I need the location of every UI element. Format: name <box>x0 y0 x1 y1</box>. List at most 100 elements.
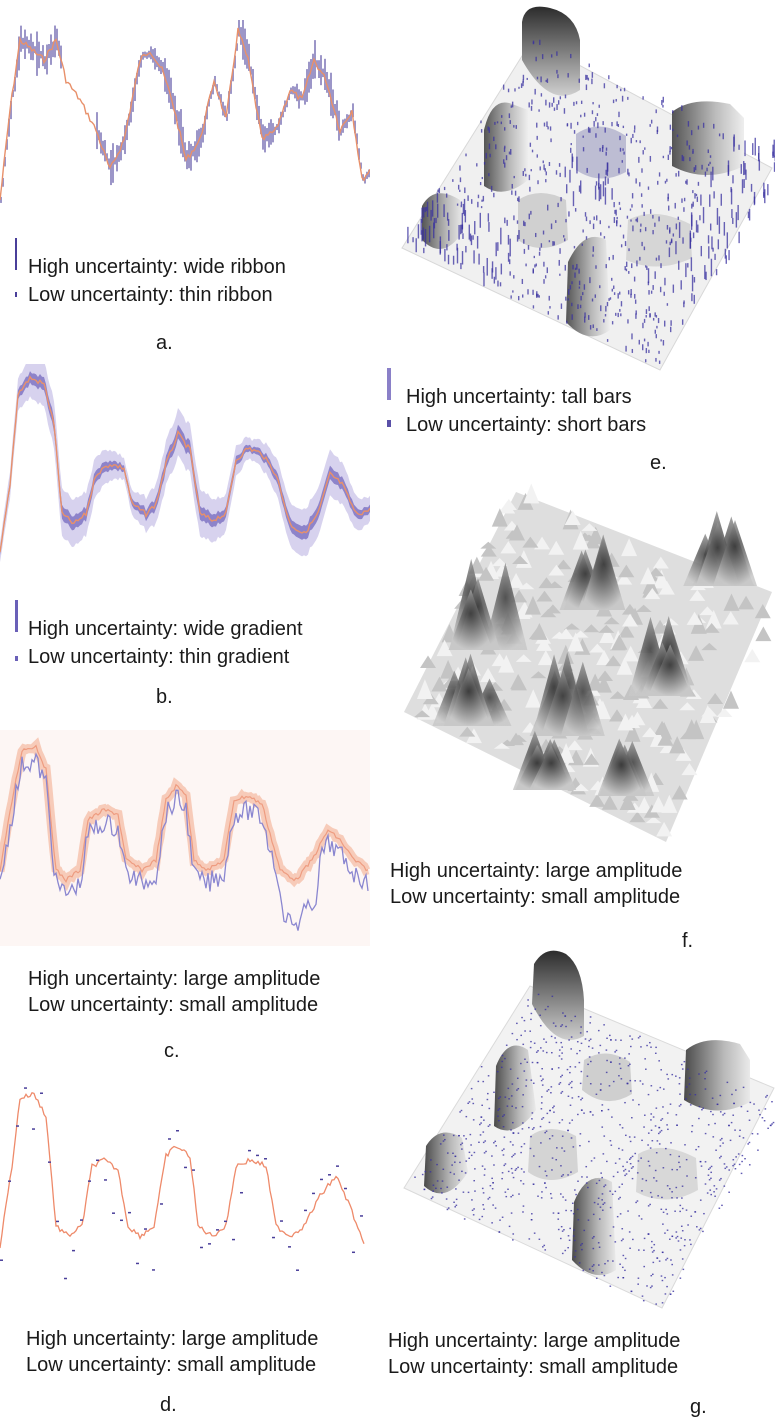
uncertainty-dot <box>541 1096 543 1098</box>
uncertainty-bar <box>616 216 618 220</box>
uncertainty-bar <box>645 315 647 318</box>
uncertainty-dot <box>669 1238 671 1240</box>
uncertainty-bar <box>741 179 744 194</box>
uncertainty-bar <box>630 289 632 296</box>
noise-spike <box>522 536 539 548</box>
uncertainty-bar <box>718 216 721 234</box>
ribbon-segment <box>284 100 286 112</box>
uncertainty-dot <box>482 1080 485 1083</box>
uncertainty-dot <box>605 1071 608 1074</box>
uncertainty-dot <box>735 1089 737 1091</box>
uncertainty-dot <box>723 1163 726 1165</box>
panel-g-blocks <box>424 950 750 1276</box>
uncertainty-dot <box>675 1231 678 1233</box>
uncertainty-dot <box>718 1207 721 1209</box>
uncertainty-bar <box>555 170 558 175</box>
uncertainty-dot <box>484 1140 487 1142</box>
uncertainty-bar <box>588 315 590 320</box>
uncertainty-bar <box>602 121 604 126</box>
uncertainty-bar <box>663 320 666 327</box>
uncertainty-dot <box>503 1136 506 1138</box>
uncertainty-dot <box>587 1063 589 1066</box>
uncertainty-bar <box>685 180 687 184</box>
uncertainty-bar <box>620 313 622 317</box>
uncertainty-dot <box>630 1157 632 1159</box>
uncertainty-dot <box>423 1188 426 1191</box>
uncertainty-dot <box>477 1080 480 1083</box>
uncertainty-bar <box>530 210 532 215</box>
uncertainty-bar <box>600 305 602 312</box>
uncertainty-dot <box>740 1172 743 1175</box>
uncertainty-bar <box>663 291 665 296</box>
uncertainty-bar <box>573 245 576 249</box>
panel-e-high-text: High uncertainty: tall bars <box>406 386 632 408</box>
uncertainty-bar <box>648 306 650 312</box>
uncertainty-bar <box>488 173 490 177</box>
uncertainty-bar <box>556 69 558 74</box>
uncertainty-dot <box>650 1274 653 1277</box>
uncertainty-dot <box>643 1265 646 1268</box>
uncertainty-dot <box>597 1203 599 1205</box>
uncertainty-dot <box>559 1193 562 1195</box>
uncertainty-bar <box>676 134 679 138</box>
uncertainty-bar <box>591 110 594 115</box>
uncertainty-bar <box>682 156 685 162</box>
uncertainty-bar <box>511 183 513 189</box>
uncertainty-mark <box>296 1269 299 1271</box>
uncertainty-bar <box>601 146 604 153</box>
uncertainty-dot <box>612 1175 615 1178</box>
uncertainty-dot <box>563 1229 565 1231</box>
uncertainty-dot <box>609 1285 612 1287</box>
uncertainty-dot <box>471 1098 474 1100</box>
uncertainty-bar <box>508 151 511 155</box>
noise-spike <box>534 536 551 550</box>
uncertainty-dot <box>561 1230 564 1232</box>
uncertainty-dot <box>541 1084 544 1086</box>
uncertainty-bar <box>574 272 576 278</box>
uncertainty-dot <box>620 1039 622 1041</box>
uncertainty-dot <box>612 1260 614 1262</box>
uncertainty-dot <box>497 1109 499 1111</box>
uncertainty-dot <box>619 1067 622 1070</box>
uncertainty-bar <box>728 250 730 261</box>
ribbon-segment <box>282 111 284 118</box>
uncertainty-bar <box>596 113 599 116</box>
uncertainty-bar <box>716 207 719 225</box>
uncertainty-dot <box>756 1133 759 1135</box>
uncertainty-bar <box>571 314 573 320</box>
uncertainty-dot <box>631 1038 634 1040</box>
uncertainty-bar <box>743 179 745 188</box>
uncertainty-dot <box>632 1166 634 1168</box>
panel-d-low-text: Low uncertainty: small amplitude <box>26 1354 317 1376</box>
uncertainty-dot <box>614 1241 617 1243</box>
panel-e-bars <box>407 39 775 364</box>
uncertainty-dot <box>656 1089 659 1092</box>
ribbon-segment <box>166 68 168 95</box>
uncertainty-dot <box>501 1172 504 1174</box>
ribbon-segment <box>202 123 204 143</box>
uncertainty-dot <box>629 1140 632 1143</box>
uncertainty-dot <box>571 1097 574 1099</box>
uncertainty-dot <box>698 1229 701 1231</box>
uncertainty-dot <box>532 1082 535 1084</box>
uncertainty-dot <box>592 1247 595 1250</box>
ribbon-segment <box>108 158 110 170</box>
uncertainty-dot <box>633 1136 636 1138</box>
uncertainty-bar <box>437 189 439 193</box>
ribbon-segment <box>304 78 306 105</box>
uncertainty-dot <box>453 1201 455 1203</box>
ribbon-segment <box>172 92 174 110</box>
uncertainty-bar <box>763 192 765 197</box>
uncertainty-bar <box>669 326 672 333</box>
uncertainty-bar <box>506 219 508 226</box>
uncertainty-dot <box>524 1030 526 1032</box>
panel-d-amplitude-plot <box>0 1087 365 1280</box>
uncertainty-dot <box>569 1104 572 1106</box>
uncertainty-bar <box>412 237 414 243</box>
uncertainty-bar <box>476 236 479 249</box>
ribbon-segment <box>158 57 160 72</box>
uncertainty-bar <box>508 113 511 119</box>
noise-spike <box>686 611 703 625</box>
uncertainty-dot <box>618 1186 621 1188</box>
uncertainty-bar <box>735 212 738 228</box>
